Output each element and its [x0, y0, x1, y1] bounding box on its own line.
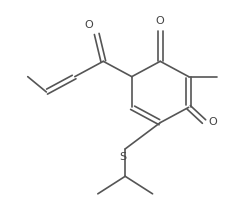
Text: S: S [120, 152, 126, 162]
Text: O: O [209, 117, 218, 127]
Text: O: O [156, 16, 165, 26]
Text: O: O [84, 20, 93, 30]
